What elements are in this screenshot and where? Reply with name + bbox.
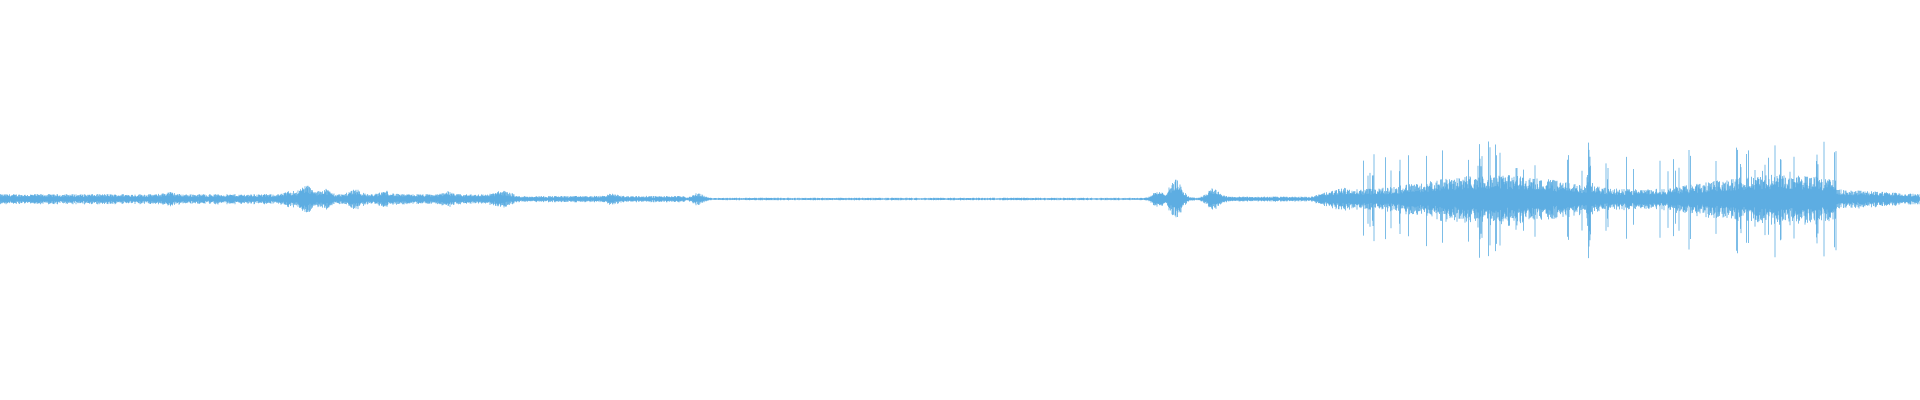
page: (() => { const data = JSON.parse(documen… [0,141,1920,259]
waveform-view [0,141,1920,259]
